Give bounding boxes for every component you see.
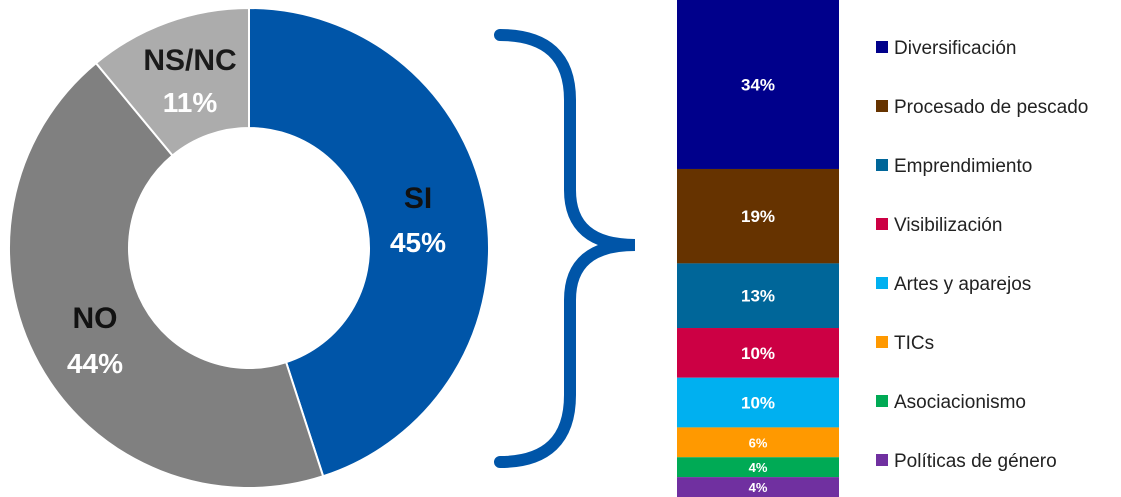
bar-segment-diversificacion [677, 0, 839, 169]
donut-chart: SI 45% NO 44% NS/NC 11% [8, 6, 490, 489]
donut-value-label-no: 44% [67, 348, 123, 379]
bar-label-artes-y-aparejos: 10% [741, 394, 775, 413]
donut-category-label-no: NO [73, 302, 118, 335]
bar-segment-tics [677, 427, 839, 458]
legend-swatch-asociacionismo [876, 395, 888, 407]
legend-swatch-diversificacion [876, 41, 888, 53]
legend-swatch-procesado-de-pescado [876, 100, 888, 112]
donut-value-label-ns-nc: 11% [163, 87, 218, 118]
bar-label-politicas-de-genero: 4% [749, 480, 768, 495]
legend-swatch-visibilizacion [876, 218, 888, 230]
legend-label-artes-y-aparejos: Artes y aparejos [894, 274, 1031, 295]
donut-category-label-ns-nc: NS/NC [143, 44, 236, 77]
legend: Diversificación Procesado de pescado Empre… [876, 38, 1088, 472]
bar-label-visibilizacion: 10% [741, 344, 775, 363]
bar-label-diversificacion: 34% [741, 75, 775, 94]
bar-segment-visibilizacion [677, 328, 839, 378]
legend-swatch-tics [876, 336, 888, 348]
legend-label-emprendimiento: Emprendimiento [894, 156, 1032, 177]
donut-slice-ns-nc [94, 6, 250, 157]
legend-label-politicas-de-genero: Políticas de género [894, 451, 1057, 472]
bar-segment-procesado-de-pescado [677, 168, 839, 264]
bar-label-emprendimiento: 13% [741, 287, 775, 306]
legend-label-procesado-de-pescado: Procesado de pescado [894, 97, 1088, 118]
legend-swatch-artes-y-aparejos [876, 277, 888, 289]
legend-label-asociacionismo: Asociacionismo [894, 392, 1026, 413]
bar-label-asociacionismo: 4% [749, 460, 768, 475]
legend-swatch-emprendimiento [876, 159, 888, 171]
curly-brace-connector [494, 29, 636, 468]
bar-label-procesado-de-pescado: 19% [741, 207, 775, 226]
donut-value-label-si: 45% [390, 227, 446, 258]
donut-category-label-si: SI [404, 182, 432, 215]
legend-label-visibilizacion: Visibilización [894, 215, 1002, 236]
legend-swatch-politicas-de-genero [876, 454, 888, 466]
bar-segment-asociacionismo [677, 457, 839, 478]
legend-label-tics: TICs [894, 333, 934, 354]
bar-segment-artes-y-aparejos [677, 377, 839, 428]
bar-segment-politicas-de-genero [677, 477, 839, 497]
stacked-bar-chart: 34% 19% 13% 10% 10% 6% 4% 4% [677, 0, 839, 497]
bar-label-tics: 6% [749, 435, 768, 450]
bar-segment-emprendimiento [677, 263, 839, 329]
legend-label-diversificacion: Diversificación [894, 38, 1016, 59]
donut-slice-si [248, 6, 490, 478]
donut-slice-no [8, 61, 325, 489]
